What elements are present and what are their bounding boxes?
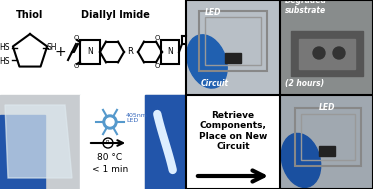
Bar — [225, 53, 241, 63]
Bar — [0, 95, 185, 189]
Text: HS: HS — [0, 43, 9, 51]
Bar — [80, 95, 145, 189]
Circle shape — [103, 115, 117, 129]
Text: LED: LED — [205, 8, 222, 17]
Bar — [199, 11, 267, 71]
Bar — [0, 95, 80, 189]
Bar — [0, 115, 45, 189]
Text: 405nm
LED: 405nm LED — [126, 113, 148, 123]
Bar — [186, 0, 373, 189]
Bar — [0, 0, 185, 95]
Bar — [187, 1, 279, 94]
Text: 80 °C: 80 °C — [97, 153, 123, 163]
Text: Circuit: Circuit — [201, 79, 229, 88]
Text: O: O — [73, 63, 79, 69]
Polygon shape — [5, 105, 72, 178]
Text: O: O — [154, 35, 160, 41]
Text: N: N — [87, 47, 93, 57]
Bar — [187, 96, 279, 188]
Bar — [145, 95, 185, 189]
Text: +: + — [54, 45, 66, 59]
Text: R: R — [127, 47, 133, 57]
Circle shape — [313, 47, 325, 59]
Circle shape — [333, 47, 345, 59]
Bar — [0, 0, 185, 95]
Ellipse shape — [281, 133, 321, 187]
Text: N: N — [167, 47, 173, 57]
Text: (2 hours): (2 hours) — [285, 79, 324, 88]
Ellipse shape — [187, 35, 227, 88]
Text: R·: R· — [105, 140, 111, 146]
Bar — [281, 1, 372, 94]
Text: < 1 min: < 1 min — [92, 166, 128, 174]
Bar — [161, 40, 179, 64]
Bar — [205, 17, 261, 65]
Text: Diallyl Imide: Diallyl Imide — [81, 10, 150, 20]
Text: HS: HS — [0, 57, 9, 67]
Bar — [301, 114, 355, 160]
Bar — [80, 40, 100, 64]
Bar — [187, 1, 279, 94]
Bar — [186, 0, 373, 189]
Text: LED: LED — [319, 103, 335, 112]
Text: O: O — [154, 63, 160, 69]
Bar — [187, 96, 279, 189]
Bar — [281, 1, 373, 94]
Bar — [291, 31, 363, 76]
Bar — [295, 108, 361, 166]
Bar — [145, 95, 185, 189]
Text: Degraded
substrate: Degraded substrate — [285, 0, 327, 15]
Bar — [299, 39, 355, 69]
Text: SH: SH — [47, 43, 57, 51]
Text: Retrieve
Components,
Place on New
Circuit: Retrieve Components, Place on New Circui… — [199, 111, 267, 151]
Bar — [319, 146, 335, 156]
Text: Thiol: Thiol — [16, 10, 44, 20]
Bar — [281, 96, 372, 188]
Text: O: O — [73, 35, 79, 41]
Bar — [281, 96, 373, 189]
Circle shape — [106, 118, 114, 126]
